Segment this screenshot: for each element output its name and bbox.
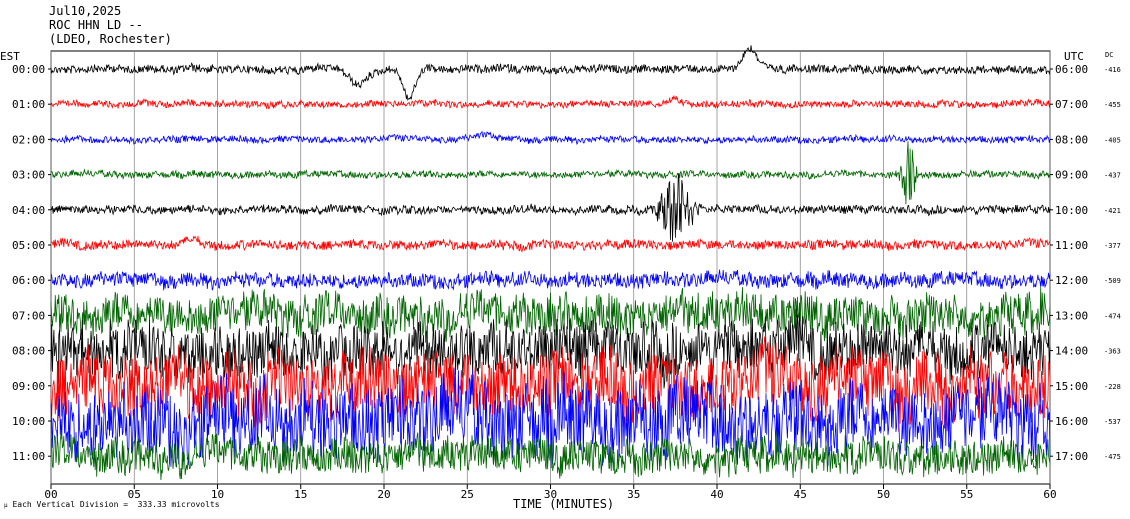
- row-label-est: 02:00: [12, 133, 45, 146]
- row-dc-value: -509: [1104, 277, 1121, 285]
- row-label-est: 04:00: [12, 204, 45, 217]
- row-label-utc: 15:00: [1055, 380, 1088, 393]
- row-label-utc: 07:00: [1055, 98, 1088, 111]
- trace-1000: [50, 173, 1051, 242]
- row-label-est: 10:00: [12, 415, 45, 428]
- row-dc-value: -437: [1104, 172, 1121, 180]
- row-dc-value: -405: [1104, 136, 1121, 144]
- row-label-est: 03:00: [12, 169, 45, 182]
- row-dc-value: -474: [1104, 312, 1121, 320]
- trace-1600: [50, 368, 1051, 469]
- row-dc-value: -377: [1104, 242, 1121, 250]
- row-label-utc: 16:00: [1055, 415, 1088, 428]
- x-tick-label: 50: [877, 488, 890, 501]
- row-dc-value: -363: [1104, 348, 1121, 356]
- axis-labels: 00 05 10 15 20 25 30 35 40 45 50 55 60 00:00 06:00 -416…: [12, 63, 1121, 501]
- x-tick-label: 15: [294, 488, 307, 501]
- row-label-est: 08:00: [12, 345, 45, 358]
- x-tick-label: 00: [44, 488, 57, 501]
- trace-1700: [50, 431, 1051, 481]
- right-timezone-label: UTC: [1064, 50, 1084, 63]
- header-date: Jul10,2025: [49, 4, 122, 18]
- trace-0700: [50, 95, 1051, 110]
- row-label-utc: 13:00: [1055, 309, 1088, 322]
- x-tick-label: 25: [461, 488, 474, 501]
- row-dc-value: -416: [1104, 66, 1121, 74]
- footnote-text: Each Vertical Division = 333.33 microvol…: [12, 500, 220, 509]
- trace-0800: [50, 130, 1051, 145]
- header-network: (LDEO, Rochester): [49, 32, 172, 46]
- row-label-est: 00:00: [12, 63, 45, 76]
- row-label-est: 11:00: [12, 450, 45, 463]
- traces: [50, 45, 1051, 481]
- trace-0600: [50, 45, 1051, 102]
- header-station: ROC HHN LD --: [49, 18, 143, 32]
- x-tick-label: 35: [627, 488, 640, 501]
- row-label-utc: 17:00: [1055, 450, 1088, 463]
- footnote: μ Each Vertical Division = 333.33 microv…: [4, 500, 220, 509]
- x-tick-label: 60: [1043, 488, 1056, 501]
- row-dc-value: -475: [1104, 453, 1121, 461]
- row-dc-value: -455: [1104, 101, 1121, 109]
- trace-1300: [50, 286, 1051, 343]
- row-label-utc: 10:00: [1055, 204, 1088, 217]
- row-label-est: 07:00: [12, 309, 45, 322]
- x-axis-label: TIME (MINUTES): [513, 497, 614, 511]
- row-label-utc: 09:00: [1055, 169, 1088, 182]
- row-label-utc: 06:00: [1055, 63, 1088, 76]
- x-tick-label: 20: [377, 488, 390, 501]
- x-tick-label: 45: [794, 488, 807, 501]
- x-tick-label: 10: [211, 488, 224, 501]
- row-label-est: 01:00: [12, 98, 45, 111]
- trace-1100: [50, 235, 1051, 253]
- x-tick-label: 55: [960, 488, 973, 501]
- x-tick-label: 30: [544, 488, 557, 501]
- row-label-utc: 08:00: [1055, 133, 1088, 146]
- trace-1400: [50, 308, 1051, 389]
- trace-1200: [50, 269, 1051, 291]
- dc-label: DC: [1105, 51, 1113, 59]
- left-timezone-label: EST: [0, 50, 20, 63]
- trace-0900: [50, 141, 1051, 205]
- x-tick-label: 05: [128, 488, 141, 501]
- row-dc-value: -421: [1104, 207, 1121, 215]
- x-tick-label: 40: [710, 488, 723, 501]
- row-label-est: 06:00: [12, 274, 45, 287]
- row-label-utc: 14:00: [1055, 345, 1088, 358]
- row-label-utc: 12:00: [1055, 274, 1088, 287]
- row-dc-value: -228: [1104, 383, 1121, 391]
- row-dc-value: -537: [1104, 418, 1121, 426]
- row-label-est: 05:00: [12, 239, 45, 252]
- row-label-utc: 11:00: [1055, 239, 1088, 252]
- row-label-est: 09:00: [12, 380, 45, 393]
